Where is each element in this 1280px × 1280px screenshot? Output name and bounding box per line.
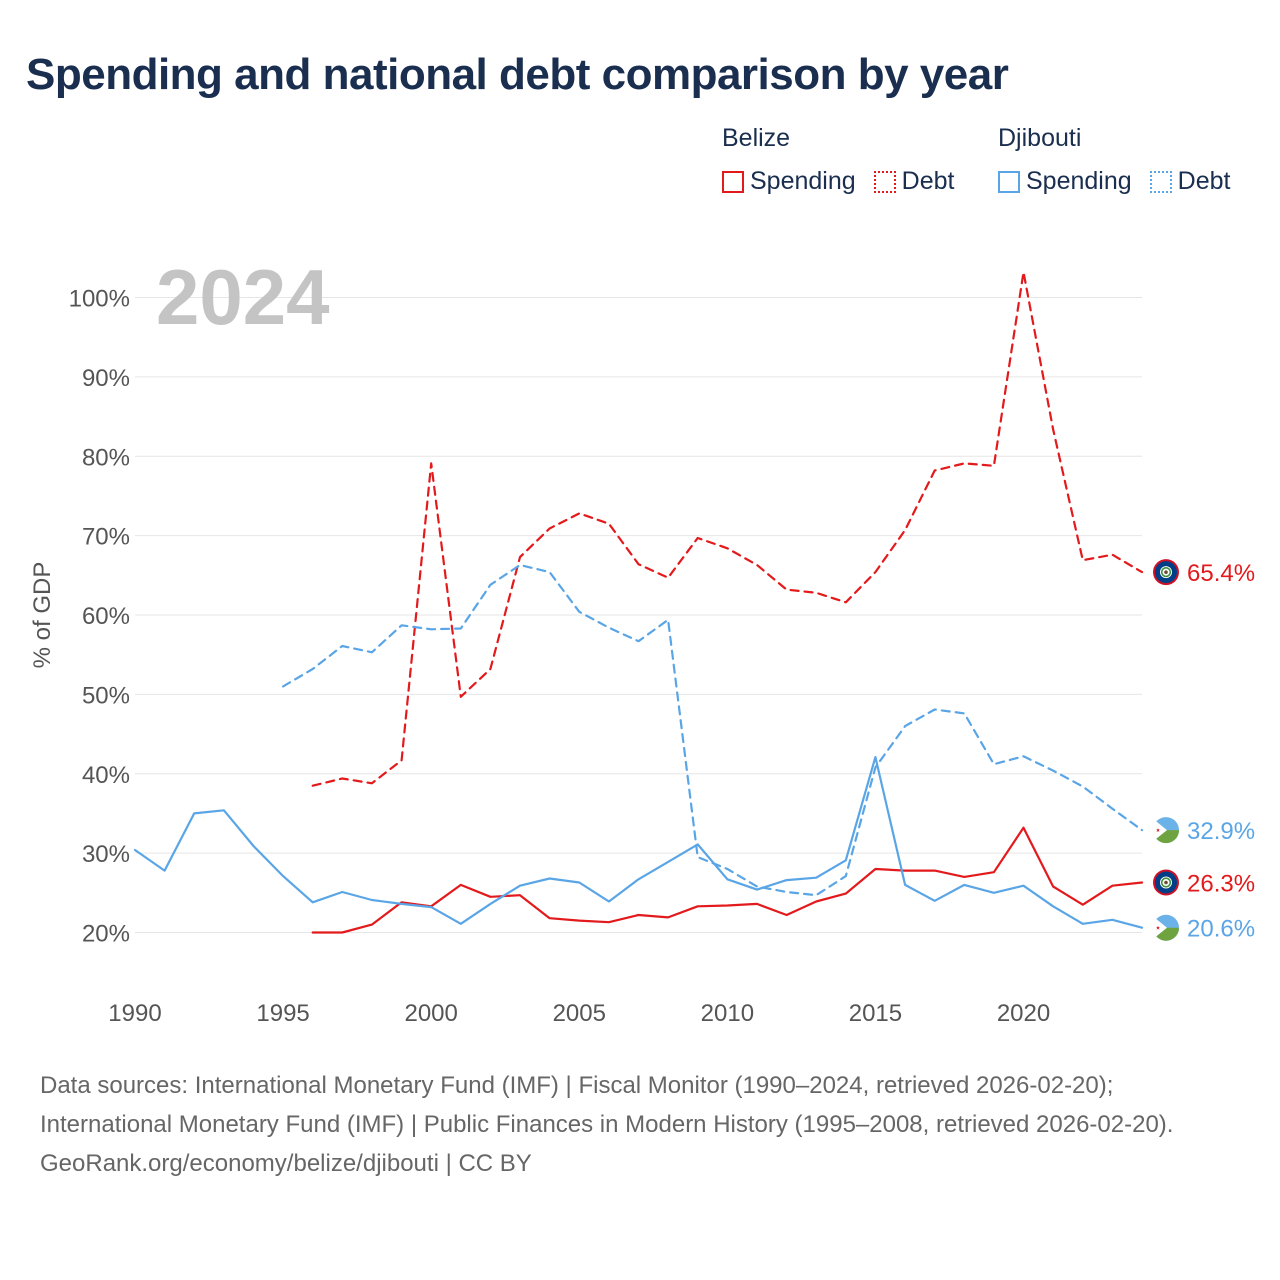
legend-item-djibouti-spending[interactable]: Spending — [998, 167, 1132, 196]
end-marker-djibouti-debt — [1153, 817, 1179, 844]
end-marker-belize-spending — [1153, 869, 1179, 896]
end-value-label: 26.3% — [1187, 870, 1255, 897]
x-tick-label: 2015 — [849, 1000, 902, 1027]
x-axis: 1990 1995 2000 2005 2010 2015 2020 — [108, 1000, 1050, 1027]
legend-item-belize-debt[interactable]: Debt — [873, 167, 955, 196]
y-tick-label: 40% — [82, 762, 130, 789]
credit-link[interactable]: GeoRank.org/economy/belize/djibouti | CC… — [40, 1150, 532, 1177]
legend-label: Spending — [750, 167, 856, 195]
chart-title: Spending and national debt comparison by… — [26, 50, 1009, 99]
y-axis: 20% 30% 40% 50% 60% 70% 80% 90% 100% — [69, 286, 130, 948]
series-lines — [133, 271, 1144, 934]
y-tick-label: 30% — [82, 841, 130, 868]
series-line-belize-debt — [311, 271, 1144, 787]
x-tick-label: 2010 — [701, 1000, 754, 1027]
y-tick-label: 20% — [82, 921, 130, 948]
legend-label: Spending — [1026, 167, 1132, 195]
legend-group-belize: Belize Spending Debt — [722, 124, 972, 196]
gridlines — [135, 297, 1142, 933]
end-value-label: 32.9% — [1187, 818, 1255, 845]
x-tick-label: 1995 — [256, 1000, 309, 1027]
y-tick-label: 100% — [69, 286, 130, 313]
legend-label: Debt — [1177, 167, 1231, 195]
legend-group-djibouti: Djibouti Spending Debt — [998, 124, 1248, 196]
legend-item-djibouti-debt[interactable]: Debt — [1149, 167, 1231, 196]
y-tick-label: 90% — [82, 365, 130, 392]
series-line-djibouti-spending — [133, 755, 1144, 929]
y-tick-label: 80% — [82, 444, 130, 471]
y-tick-label: 70% — [82, 524, 130, 551]
end-value-label: 20.6% — [1187, 916, 1255, 943]
legend-swatch-solid — [998, 170, 1020, 193]
end-value-label: 65.4% — [1187, 560, 1255, 587]
legend-swatch-dotted — [873, 170, 896, 193]
series-line-belize-spending — [311, 826, 1144, 934]
end-marker-djibouti-spending — [1153, 914, 1179, 941]
line-chart: 2024 20%30%40%50%60%70%80%90%100% 1990 19… — [29, 253, 1255, 1027]
legend-label: Debt — [901, 167, 955, 195]
legend-swatch-dotted — [1149, 170, 1172, 193]
x-tick-label: 2000 — [404, 1000, 457, 1027]
legend-swatch-solid — [722, 170, 744, 193]
legend-group-label: Djibouti — [998, 124, 1082, 152]
footer: Data sources: International Monetary Fun… — [40, 1066, 1240, 1183]
x-tick-label: 1990 — [108, 1000, 161, 1027]
y-axis-label: % of GDP — [29, 562, 56, 669]
y-tick-label: 60% — [82, 603, 130, 630]
x-tick-label: 2020 — [997, 1000, 1050, 1027]
y-tick-label: 50% — [82, 682, 130, 709]
legend-group-label: Belize — [722, 124, 791, 152]
legend-item-belize-spending[interactable]: Spending — [722, 167, 856, 196]
data-sources: Data sources: International Monetary Fun… — [40, 1072, 1174, 1138]
year-watermark: 2024 — [156, 253, 330, 341]
end-marker-belize-debt — [1153, 559, 1179, 586]
end-markers: 65.4% 26.3% 32.9% 20.6% — [1153, 559, 1255, 943]
x-tick-label: 2005 — [553, 1000, 606, 1027]
